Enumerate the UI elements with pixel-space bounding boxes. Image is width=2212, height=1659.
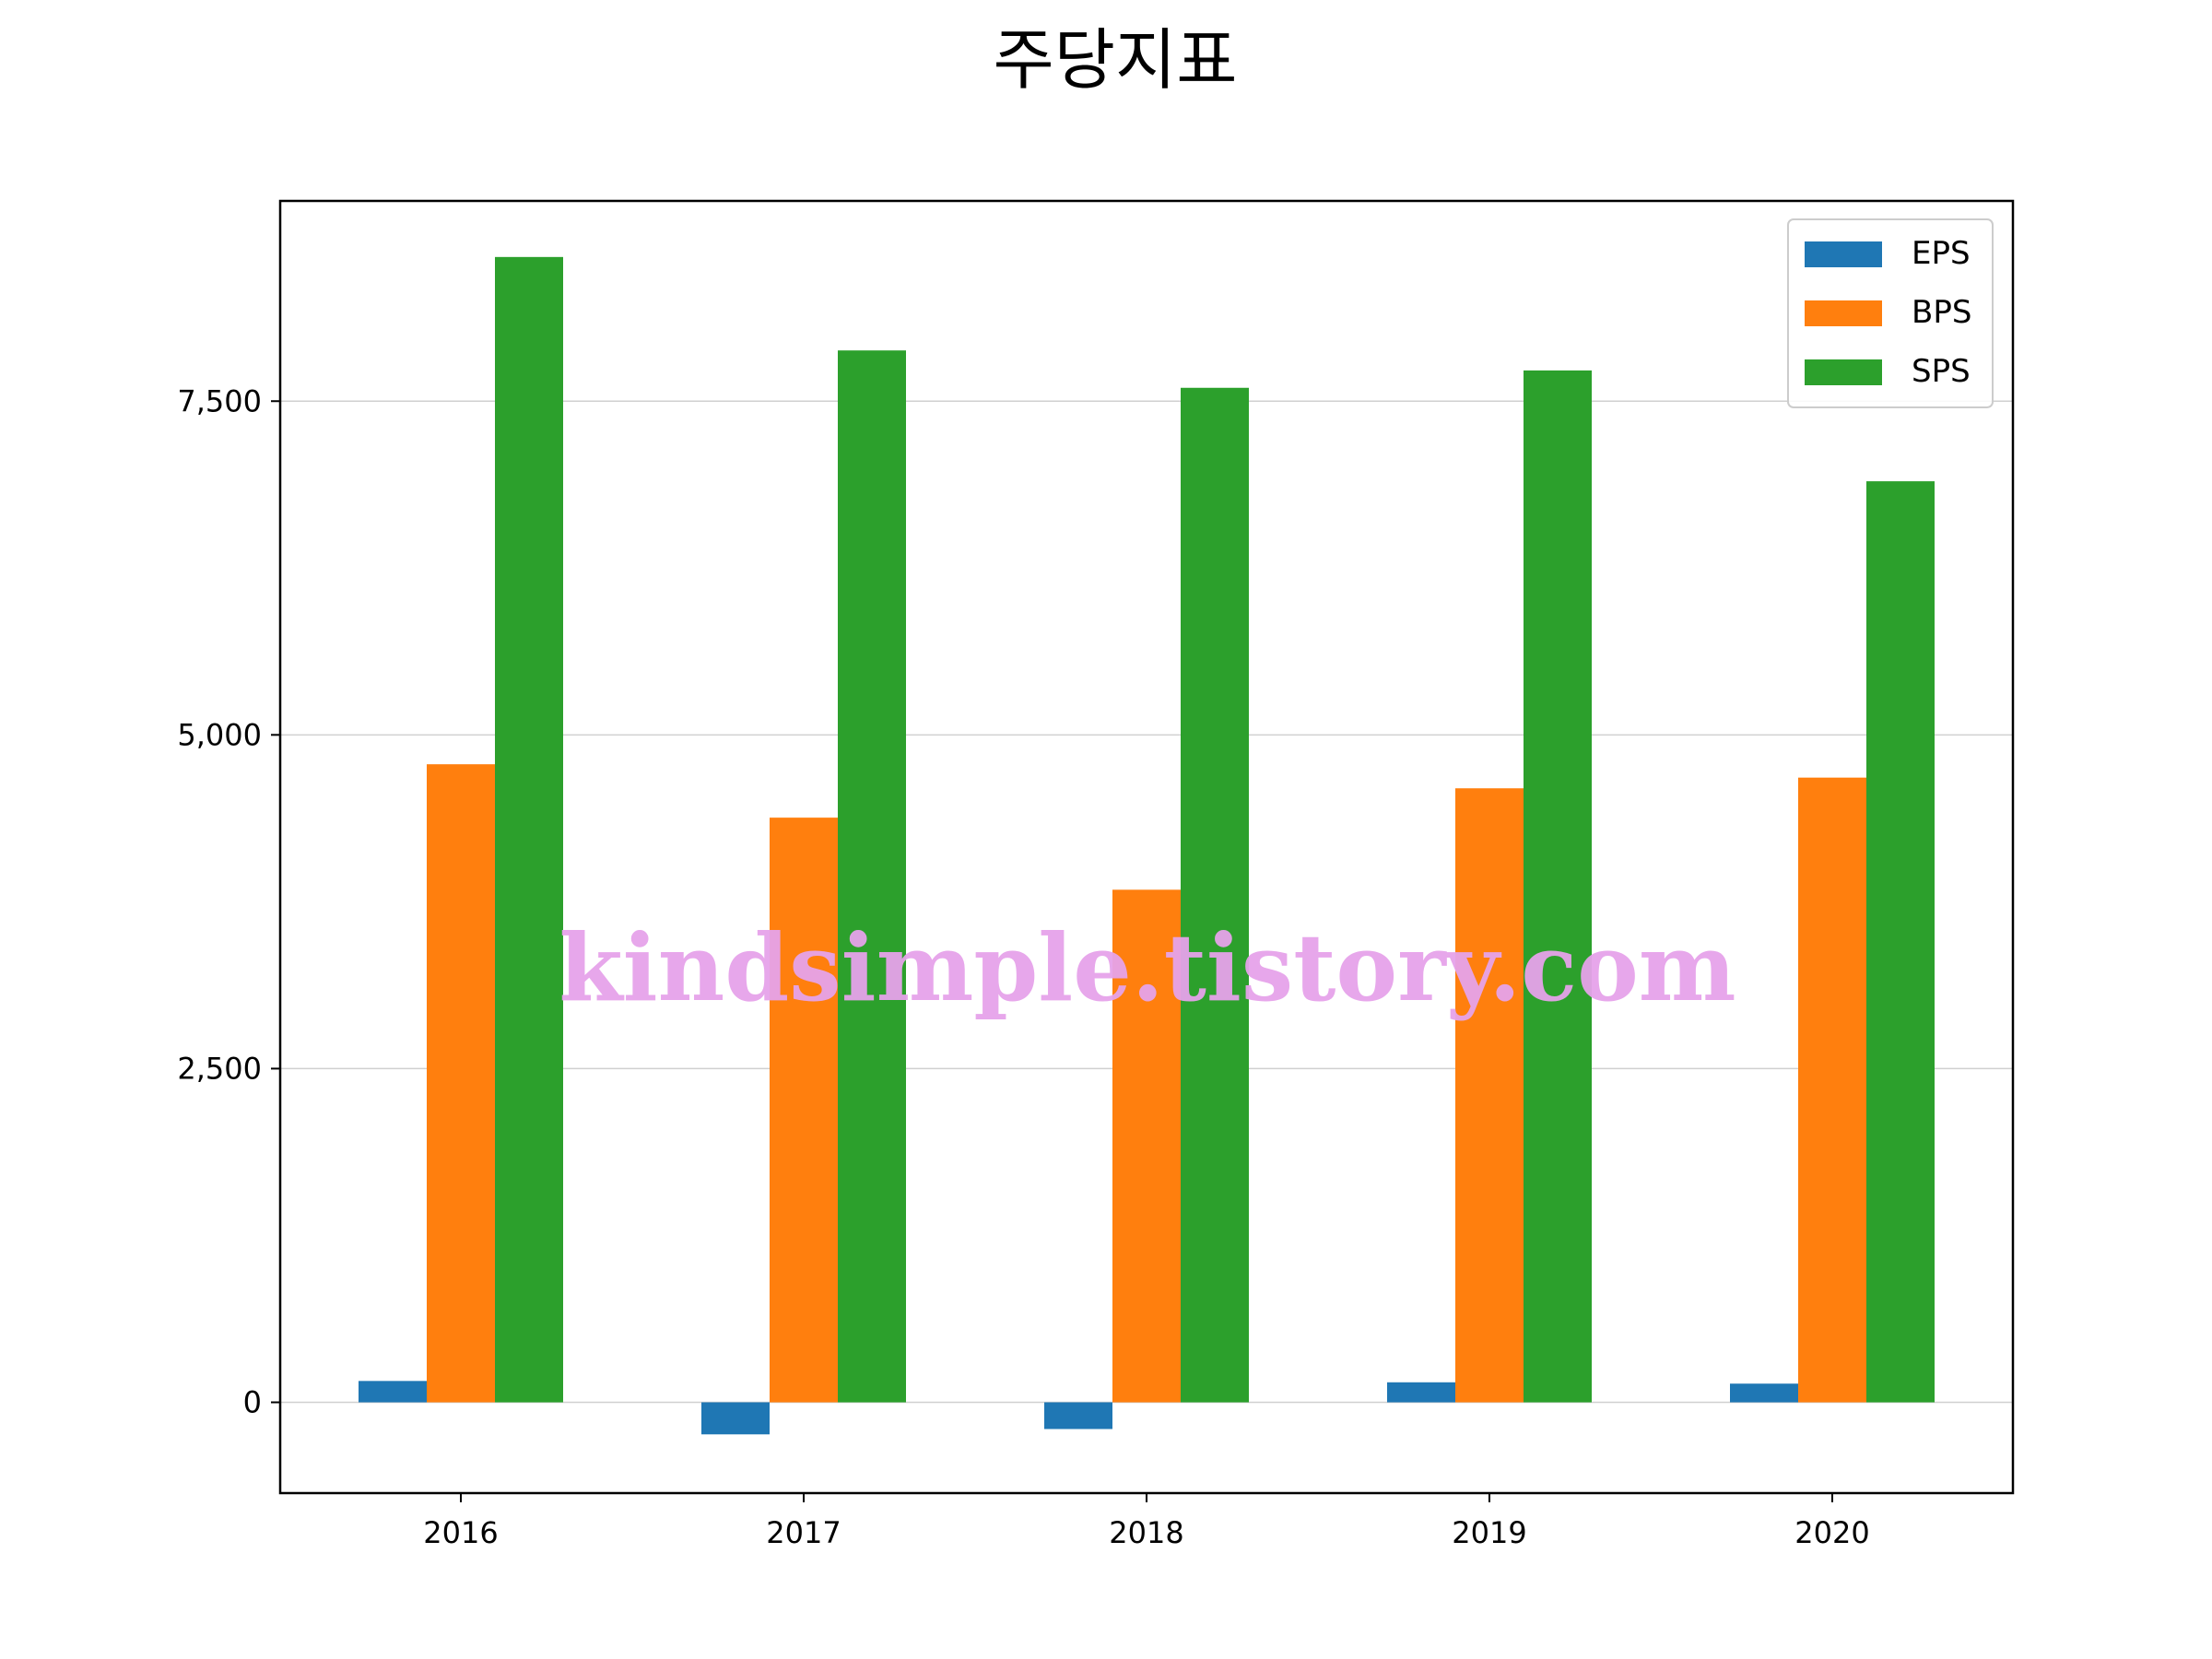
x-tick-label: 2020 [1794,1515,1869,1550]
legend-swatch-bps [1805,300,1882,326]
y-axis-ticks: 0 2,500 5,000 7,500 [177,383,280,1420]
bar-bps-2018 [1112,889,1181,1403]
x-tick-label: 2017 [766,1515,841,1550]
chart-title: 주당지표 [994,21,1238,99]
bar-eps-2019 [1387,1382,1455,1403]
bar-bps-2017 [770,818,838,1403]
legend-label-eps: EPS [1912,235,1971,272]
x-tick-label: 2016 [423,1515,498,1550]
x-axis-ticks: 2016 2017 2018 2019 2020 [423,1493,1870,1550]
legend: EPS BPS SPS [1787,218,1994,408]
bar-sps-2017 [838,350,906,1403]
bar-eps-2020 [1730,1383,1798,1403]
y-tick-label: 7,500 [177,383,262,418]
bar-sps-2016 [495,256,563,1403]
bar-sps-2019 [1524,370,1592,1403]
bar-sps-2020 [1866,481,1935,1403]
bar-eps-2017 [701,1402,770,1435]
bar-bps-2016 [427,764,495,1403]
plot-frame [278,199,2015,1495]
y-tick-label: 0 [243,1385,262,1420]
x-tick-label: 2018 [1109,1515,1183,1550]
bar-eps-2016 [359,1381,427,1403]
bar-bps-2019 [1455,788,1524,1403]
y-tick-label: 5,000 [177,717,262,752]
legend-swatch-eps [1805,241,1882,267]
watermark: kindsimple.tistory.com [559,913,1735,1022]
y-tick-label: 2,500 [177,1051,262,1086]
bar-eps-2018 [1044,1402,1112,1430]
legend-label-sps: SPS [1912,353,1971,390]
bars [359,256,1935,1435]
legend-label-bps: BPS [1912,294,1971,331]
bar-sps-2018 [1181,387,1249,1403]
legend-swatch-sps [1805,359,1882,385]
bar-bps-2020 [1798,777,1866,1403]
x-tick-label: 2019 [1452,1515,1526,1550]
